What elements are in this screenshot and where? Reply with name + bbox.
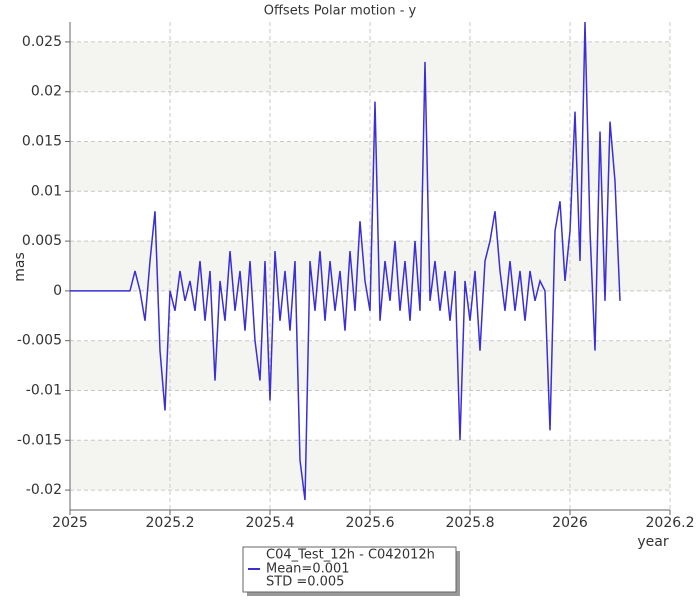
x-tick-label: 2026 xyxy=(552,515,588,531)
y-tick-label: -0.015 xyxy=(17,432,62,448)
x-tick-label: 2025.4 xyxy=(246,515,295,531)
y-tick-label: -0.01 xyxy=(26,382,62,398)
y-tick-label: -0.02 xyxy=(26,482,62,498)
x-tick-label: 2025 xyxy=(52,515,88,531)
y-tick-label: 0 xyxy=(53,283,62,299)
legend-stat: Mean=0.001 xyxy=(266,562,350,577)
y-tick-label: -0.005 xyxy=(17,333,62,349)
series-line xyxy=(70,21,621,501)
x-tick-label: 2025.2 xyxy=(146,515,195,531)
y-tick-label: 0.01 xyxy=(31,183,62,199)
chart-title: Offsets Polar motion - y xyxy=(264,4,417,19)
x-tick-label: 2026.2 xyxy=(646,515,695,531)
legend-box xyxy=(242,546,457,593)
y-tick-label: 0.02 xyxy=(31,84,62,100)
y-tick-label: 0.025 xyxy=(22,34,62,50)
y-tick-label: 0.015 xyxy=(22,134,62,150)
x-tick-label: 2025.8 xyxy=(446,515,495,531)
y-tick-label: 0.005 xyxy=(22,233,62,249)
legend-label: C04_Test_12h - C042012h xyxy=(266,548,435,563)
x-tick-label: 2025.6 xyxy=(346,515,395,531)
legend-stat: STD =0.005 xyxy=(266,575,344,590)
y-axis-label: mas xyxy=(12,252,28,282)
x-axis-label: year xyxy=(637,534,668,550)
